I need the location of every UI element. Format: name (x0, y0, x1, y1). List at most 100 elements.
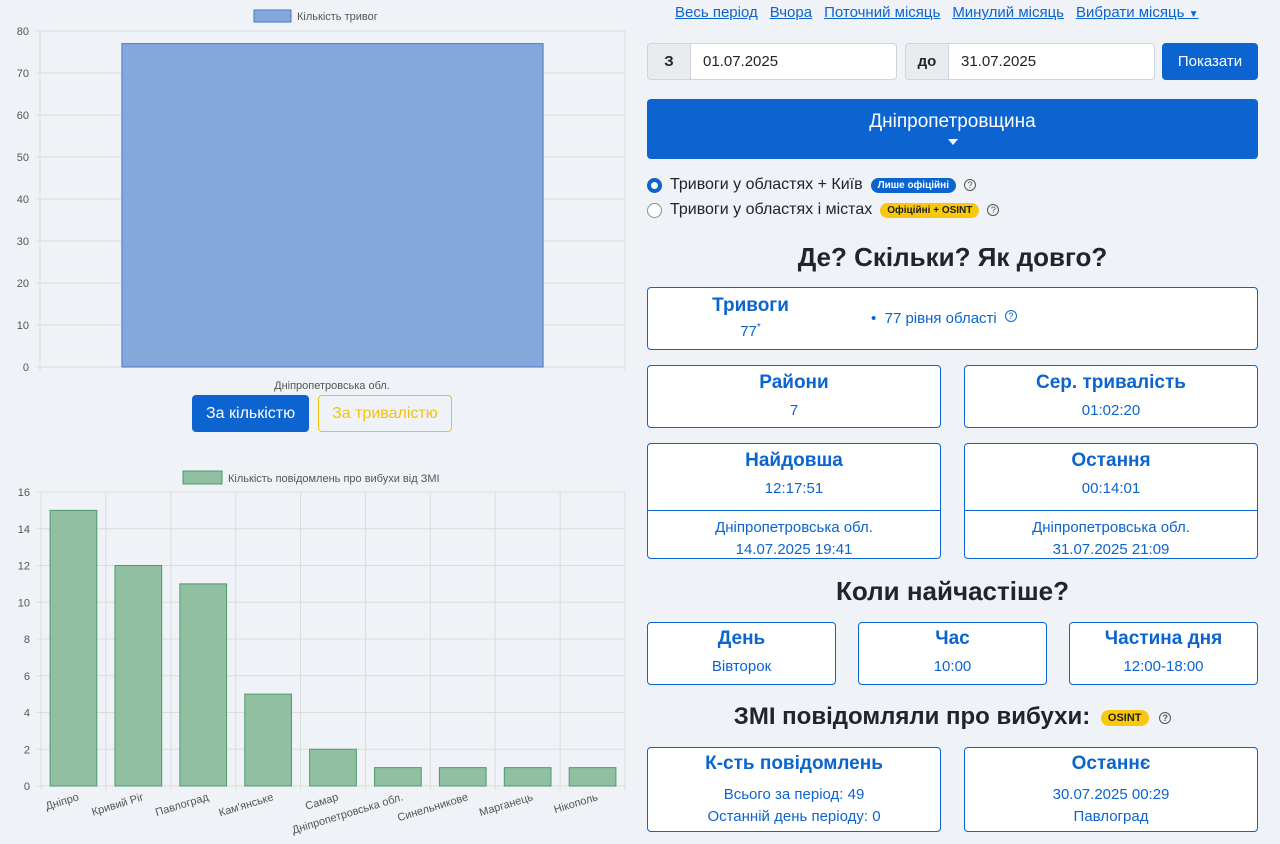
alarm-count-chart: Кількість тривог 80 70 60 50 40 30 20 10 0 Дніпр… (17, 9, 626, 392)
latest-city: Павлоград (1073, 808, 1149, 825)
media-reports-chart: Кількість повідомлень про вибухи від ЗМІ… (18, 470, 626, 837)
chart-mode-toggle: За кількістю За тривалістю (192, 395, 452, 432)
radio-unchecked-icon[interactable] (647, 202, 662, 218)
chart2-bar[interactable] (503, 767, 552, 787)
chart1-y-tick: 70 (17, 68, 29, 80)
period-current-month-link[interactable]: Поточний місяць (824, 4, 941, 21)
chart1-y-tick: 40 (17, 194, 29, 206)
day-value: Вівторок (711, 658, 772, 675)
period-last-month-link[interactable]: Минулий місяць (952, 4, 1064, 21)
avg-duration-value: 01:02:20 (1081, 402, 1141, 419)
where-heading: Де? Скільки? Як довго? (797, 242, 1108, 272)
latest-card: Останнє 30.07.2025 00:29 Павлоград (964, 747, 1258, 832)
filter-oblast-kyiv[interactable]: Тривоги у областях + Київ Лише офіційні … (647, 176, 976, 194)
help-icon[interactable]: ? (987, 204, 1000, 216)
chart2-y-tick: 12 (18, 561, 30, 573)
daypart-value: 12:00-18:00 (1123, 658, 1204, 675)
date-from-group: З 01.07.2025 (647, 43, 897, 80)
radio-checked-icon[interactable] (647, 177, 662, 193)
chart2-bar[interactable] (374, 767, 422, 787)
alarms-footnote-mark: * (756, 322, 761, 333)
date-from-input[interactable]: 01.07.2025 (691, 43, 897, 80)
period-links: Весь період Вчора Поточний місяць Минули… (675, 4, 1199, 21)
region-select[interactable]: Дніпропетровщина (647, 99, 1258, 159)
filter-oblast-cities-label: Тривоги у областях і містах (670, 201, 873, 218)
chart2-y-tick: 10 (18, 597, 30, 609)
official-osint-badge: Офіційні + OSINT (880, 202, 980, 218)
chart2-bar[interactable] (114, 565, 163, 787)
hour-title: Час (935, 628, 970, 649)
chart1-y-tick: 20 (17, 278, 29, 290)
region-select-label: Дніпропетровщина (869, 111, 1036, 132)
last-card: Остання 00:14:01 Дніпропетровська обл. 3… (964, 443, 1258, 559)
choose-month-label: Вибрати місяць (1076, 4, 1185, 21)
chart2-bar[interactable] (568, 767, 617, 787)
chart2-y-tick: 14 (18, 524, 30, 536)
chart2-x-label: Кривий Ріг (90, 791, 145, 818)
date-to-input[interactable]: 31.07.2025 (949, 43, 1155, 80)
latest-title: Останнє (1071, 753, 1151, 774)
hour-card: Час 10:00 (858, 622, 1047, 685)
chart2-x-label: Марганець (478, 791, 535, 819)
chart2-y-tick: 8 (24, 634, 30, 646)
by-duration-button[interactable]: За тривалістю (318, 395, 452, 432)
chart2-bar[interactable] (309, 748, 357, 787)
date-to-group: до 31.07.2025 (905, 43, 1155, 80)
chart2-bar[interactable] (244, 693, 292, 787)
chart2-bar[interactable] (179, 583, 228, 787)
by-count-button[interactable]: За кількістю (192, 395, 310, 432)
official-only-badge: Лише офіційні (870, 177, 956, 193)
chart1-y-tick: 50 (17, 152, 29, 164)
chart1-legend-swatch[interactable] (253, 9, 292, 23)
districts-value: 7 (789, 402, 799, 419)
period-choose-month-link[interactable]: Вибрати місяць ▼ (1076, 4, 1199, 21)
chart2-legend-label[interactable]: Кількість повідомлень про вибухи від ЗМІ (228, 473, 440, 485)
longest-value: 12:17:51 (764, 480, 824, 497)
chart1-bar[interactable] (121, 43, 544, 368)
alarms-title: Тривоги (712, 295, 789, 316)
chart2-x-label: Нікополь (552, 791, 599, 816)
help-icon[interactable]: ? (1159, 711, 1172, 724)
chart2-bar[interactable] (438, 767, 487, 787)
chart2-legend-swatch[interactable] (182, 470, 223, 485)
reports-lastday: Останній день періоду: 0 (707, 808, 881, 825)
chart1-legend-label[interactable]: Кількість тривог (297, 11, 378, 23)
period-yesterday-link[interactable]: Вчора (769, 4, 813, 21)
media-heading: ЗМІ повідомляли про вибухи: OSINT ? (647, 703, 1258, 731)
chart2-bar[interactable] (49, 509, 98, 787)
latest-values: 30.07.2025 00:29 Павлоград (965, 784, 1257, 828)
chart1-x-label: Дніпропетровська обл. (274, 380, 390, 392)
chart2-y-tick: 6 (24, 671, 30, 683)
period-all-link[interactable]: Весь період (675, 4, 758, 21)
longest-region: Дніпропетровська обл. (715, 519, 873, 536)
chart2-x-label: Дніпро (44, 791, 80, 812)
alarms-detail-label: 77 рівня області (884, 310, 997, 327)
bullet-icon: • (871, 310, 877, 327)
latest-date: 30.07.2025 00:29 (1052, 786, 1170, 803)
daypart-card: Частина дня 12:00-18:00 (1069, 622, 1258, 685)
last-region: Дніпропетровська обл. (1032, 519, 1190, 536)
chart1-y-tick: 80 (17, 26, 29, 38)
show-button[interactable]: Показати (1162, 43, 1258, 80)
last-value: 00:14:01 (1081, 480, 1141, 497)
avg-duration-title: Сер. тривалість (1036, 372, 1186, 393)
reports-total: Всього за період: 49 (723, 786, 865, 803)
date-to-prefix: до (905, 43, 949, 80)
osint-badge: OSINT (1100, 709, 1149, 726)
longest-title: Найдовша (745, 450, 843, 471)
day-card: День Вівторок (647, 622, 836, 685)
alarms-value: 77 (740, 323, 757, 340)
help-icon[interactable]: ? (963, 179, 976, 191)
alarms-card: Тривоги 77* • 77 рівня області ? (647, 287, 1258, 350)
longest-date: 14.07.2025 19:41 (735, 541, 853, 558)
stats-panel: Весь період Вчора Поточний місяць Минули… (647, 0, 1258, 844)
alarms-value-wrap: 77* (648, 322, 853, 340)
daypart-title: Частина дня (1104, 628, 1223, 649)
help-icon[interactable]: ? (1004, 310, 1017, 322)
filter-oblast-cities[interactable]: Тривоги у областях і містах Офіційні + O… (647, 201, 1000, 219)
last-date: 31.07.2025 21:09 (1052, 541, 1170, 558)
reports-title: К-сть повідомлень (705, 753, 883, 774)
districts-title: Райони (759, 372, 829, 393)
filter-oblast-kyiv-label: Тривоги у областях + Київ (670, 176, 863, 193)
reports-values: Всього за період: 49 Останній день періо… (648, 784, 940, 828)
